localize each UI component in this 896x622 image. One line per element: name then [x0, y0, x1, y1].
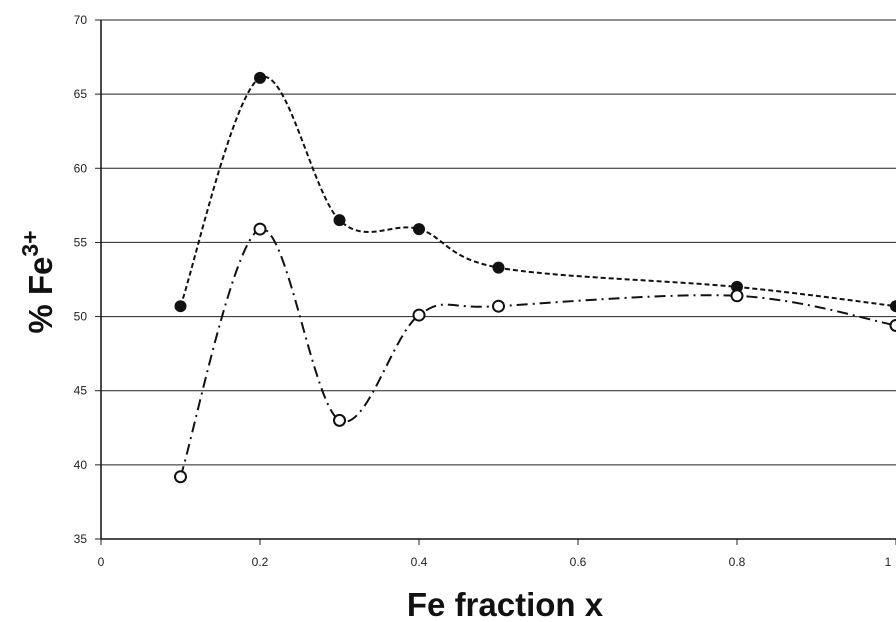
- series-1-point: [333, 214, 346, 227]
- series-1-point: [731, 280, 743, 293]
- x-tick-label: 0.6: [570, 555, 587, 569]
- x-axis-title: Fe fraction x: [407, 586, 604, 622]
- series-2-point: [889, 318, 896, 332]
- series-markers: [174, 71, 896, 484]
- grid-lines: [101, 19, 896, 466]
- series-2-point: [174, 470, 187, 484]
- x-tick-label: 1: [885, 555, 892, 569]
- series-2-point: [492, 299, 505, 313]
- y-tick-label: 45: [74, 384, 88, 398]
- series-1-point: [413, 223, 425, 236]
- series-curves: [179, 75, 896, 478]
- y-axis-title-superscript: 3+: [17, 230, 43, 256]
- x-tick-label: 0.2: [252, 555, 269, 569]
- y-tick-label: 50: [74, 310, 88, 324]
- y-tick-label: 70: [74, 13, 88, 27]
- x-tick-label: 0.8: [729, 555, 746, 569]
- x-tick-labels: 0 0.2 0.4 0.6 0.8 1: [98, 555, 892, 569]
- axes: [95, 19, 896, 545]
- series-2-point: [412, 308, 426, 322]
- series-2-point: [253, 222, 267, 236]
- series-1-line: [179, 75, 896, 308]
- y-axis-title-main: % Fe: [22, 257, 59, 334]
- x-tick-label: 0.4: [411, 555, 428, 569]
- y-tick-labels: 35 40 45 50 55 60 65 70: [74, 13, 88, 546]
- series-2-point: [730, 289, 744, 303]
- series-1-point: [890, 300, 896, 313]
- y-tick-label: 60: [74, 161, 88, 175]
- series-1-point: [492, 261, 505, 274]
- series-2-point: [333, 413, 346, 427]
- y-tick-label: 40: [74, 458, 88, 472]
- series-2-line: [179, 228, 896, 478]
- x-tick-label: 0: [98, 555, 105, 569]
- y-tick-label: 35: [74, 532, 88, 546]
- series-1-point: [254, 71, 266, 84]
- series-1-point: [174, 300, 187, 313]
- y-axis-title: % Fe3+: [17, 230, 59, 333]
- y-tick-label: 65: [74, 87, 88, 101]
- y-tick-label: 55: [74, 235, 88, 249]
